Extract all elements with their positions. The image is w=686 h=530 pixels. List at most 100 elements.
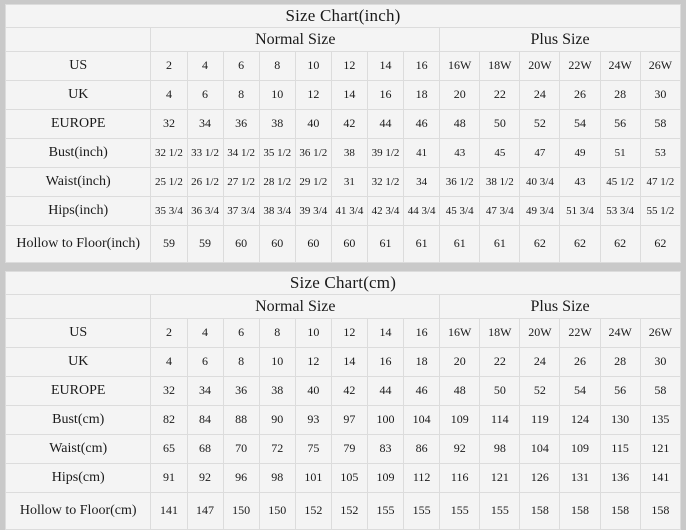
cell: 53 3/4 [599, 196, 641, 226]
cell: 4 [186, 51, 224, 81]
cell: 14 [366, 51, 405, 81]
cell: 52 [519, 109, 561, 139]
table-row: Waist(inch) 25 1/2 26 1/2 27 1/2 28 1/2 … [4, 167, 682, 197]
cell: 28 [599, 80, 641, 110]
cell: 112 [403, 463, 441, 493]
cell: 58 [639, 109, 682, 139]
cell: 45 [479, 138, 521, 168]
cell: 61 [403, 225, 441, 263]
cell: 50 [479, 376, 521, 406]
cell: 28 1/2 [258, 167, 296, 197]
cell: 141 [639, 463, 682, 493]
cell: 58 [639, 376, 682, 406]
cell: 8 [258, 318, 296, 348]
row-label-hollow-to-floor-inch: Hollow to Floor(inch) [4, 225, 152, 263]
cell: 141 [150, 492, 188, 530]
cell: 2 [150, 51, 188, 81]
cell: 38 [258, 109, 296, 139]
cell: 155 [479, 492, 521, 530]
row-label-us-cm: US [4, 318, 152, 348]
cell: 38 [258, 376, 296, 406]
cell: 39 1/2 [366, 138, 405, 168]
cell: 42 3/4 [366, 196, 405, 226]
cell: 135 [639, 405, 682, 435]
cell: 90 [258, 405, 296, 435]
cell: 104 [519, 434, 561, 464]
cell: 98 [258, 463, 296, 493]
table-row: US 2 4 6 8 10 12 14 16 16W 18W 20W 22W 2… [4, 51, 682, 81]
cell: 44 [366, 376, 405, 406]
cell: 61 [439, 225, 481, 263]
cell: 59 [150, 225, 188, 263]
cell: 24 [519, 347, 561, 377]
cell: 152 [330, 492, 368, 530]
table-row: Hollow to Floor(cm) 141 147 150 150 152 … [4, 492, 682, 530]
cell: 54 [559, 376, 601, 406]
cell: 22W [559, 318, 601, 348]
cell: 22W [559, 51, 601, 81]
cell: 46 [403, 109, 441, 139]
cell: 26 [559, 80, 601, 110]
table-row: UK 4 6 8 10 12 14 16 18 20 22 24 26 28 3… [4, 80, 682, 110]
cell: 16W [439, 51, 481, 81]
cell: 44 3/4 [403, 196, 441, 226]
cell: 32 [150, 376, 188, 406]
cell: 40 3/4 [519, 167, 561, 197]
table-row: Hips(inch) 35 3/4 36 3/4 37 3/4 38 3/4 3… [4, 196, 682, 226]
cell: 26 [559, 347, 601, 377]
cell: 82 [150, 405, 188, 435]
cell: 22 [479, 80, 521, 110]
cell: 25 1/2 [150, 167, 188, 197]
cell: 59 [186, 225, 224, 263]
cell: 28 [599, 347, 641, 377]
cell: 33 1/2 [186, 138, 224, 168]
cell: 126 [519, 463, 561, 493]
cell: 155 [403, 492, 441, 530]
cell: 20 [439, 80, 481, 110]
cell: 61 [479, 225, 521, 263]
table-row: EUROPE 32 34 36 38 40 42 44 46 48 50 52 … [4, 109, 682, 139]
cell: 62 [559, 225, 601, 263]
cell: 96 [222, 463, 260, 493]
cell: 62 [599, 225, 641, 263]
table-row: Bust(inch) 32 1/2 33 1/2 34 1/2 35 1/2 3… [4, 138, 682, 168]
cell: 150 [222, 492, 260, 530]
row-label-uk-cm: UK [4, 347, 152, 377]
cell: 92 [439, 434, 481, 464]
cell: 4 [186, 318, 224, 348]
group-header-normal-size-cm: Normal Size [150, 294, 441, 319]
cell: 100 [366, 405, 405, 435]
cell: 14 [330, 347, 368, 377]
cell: 34 [186, 376, 224, 406]
cell: 65 [150, 434, 188, 464]
cell: 16 [366, 347, 405, 377]
size-chart-inch-body: Size Chart(inch) Normal Size Plus Size U… [4, 4, 682, 263]
cell: 35 3/4 [150, 196, 188, 226]
cell: 55 1/2 [639, 196, 682, 226]
cell: 31 [330, 167, 368, 197]
group-header-row-inch: Normal Size Plus Size [4, 27, 681, 52]
cell: 155 [439, 492, 481, 530]
cell: 38 1/2 [479, 167, 521, 197]
row-label-bust-cm: Bust(cm) [4, 405, 152, 435]
cell: 79 [330, 434, 368, 464]
group-header-row-cm: Normal Size Plus Size [4, 294, 681, 319]
cell: 115 [599, 434, 641, 464]
cell: 36 1/2 [294, 138, 332, 168]
cell: 8 [258, 51, 296, 81]
cell: 38 [330, 138, 368, 168]
cell: 109 [439, 405, 481, 435]
cell: 68 [186, 434, 224, 464]
cell: 8 [222, 80, 260, 110]
row-label-waist-cm: Waist(cm) [4, 434, 152, 464]
cell: 42 [330, 109, 368, 139]
group-header-plus-size-cm: Plus Size [439, 294, 681, 319]
cell: 46 [403, 376, 441, 406]
chart-separator-band [0, 263, 686, 271]
cell: 47 1/2 [639, 167, 682, 197]
row-label-hollow-to-floor-cm: Hollow to Floor(cm) [4, 492, 152, 530]
cell: 41 3/4 [330, 196, 368, 226]
cell: 155 [366, 492, 405, 530]
cell: 109 [559, 434, 601, 464]
cell: 16W [439, 318, 481, 348]
